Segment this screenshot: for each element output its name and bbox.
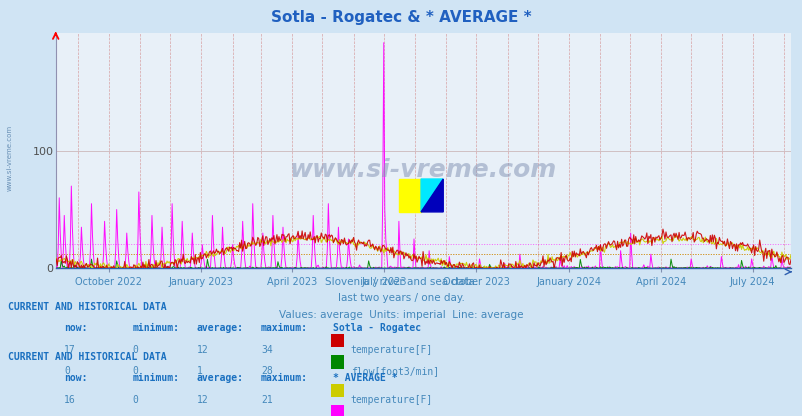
Text: 28: 28 — [261, 366, 273, 376]
Text: temperature[F]: temperature[F] — [350, 345, 432, 355]
Text: Sotla - Rogatec & * AVERAGE *: Sotla - Rogatec & * AVERAGE * — [271, 10, 531, 25]
Text: 0: 0 — [132, 345, 138, 355]
Text: average:: average: — [196, 373, 244, 383]
Text: * AVERAGE *: * AVERAGE * — [333, 373, 397, 383]
Text: now:: now: — [64, 373, 87, 383]
Text: Slovenia / river and sea data.: Slovenia / river and sea data. — [325, 277, 477, 287]
Text: minimum:: minimum: — [132, 323, 180, 333]
Text: CURRENT AND HISTORICAL DATA: CURRENT AND HISTORICAL DATA — [8, 302, 167, 312]
Text: www.si-vreme.com: www.si-vreme.com — [290, 158, 557, 182]
Text: 12: 12 — [196, 395, 209, 405]
Polygon shape — [420, 179, 443, 212]
Text: 0: 0 — [132, 366, 138, 376]
Text: maximum:: maximum: — [261, 373, 308, 383]
Text: 21: 21 — [261, 395, 273, 405]
Text: www.si-vreme.com: www.si-vreme.com — [6, 125, 13, 191]
Text: CURRENT AND HISTORICAL DATA: CURRENT AND HISTORICAL DATA — [8, 352, 167, 362]
Text: 0: 0 — [64, 366, 70, 376]
Text: 17: 17 — [64, 345, 76, 355]
Text: maximum:: maximum: — [261, 323, 308, 333]
Text: 16: 16 — [64, 395, 76, 405]
Text: temperature[F]: temperature[F] — [350, 395, 432, 405]
Text: 1: 1 — [196, 366, 202, 376]
Text: flow[foot3/min]: flow[foot3/min] — [350, 366, 439, 376]
Text: 0: 0 — [132, 395, 138, 405]
Text: minimum:: minimum: — [132, 373, 180, 383]
Polygon shape — [399, 179, 420, 212]
Text: average:: average: — [196, 323, 244, 333]
Text: 34: 34 — [261, 345, 273, 355]
Text: Values: average  Units: imperial  Line: average: Values: average Units: imperial Line: av… — [279, 310, 523, 320]
Text: last two years / one day.: last two years / one day. — [338, 293, 464, 303]
Text: 12: 12 — [196, 345, 209, 355]
Text: Sotla - Rogatec: Sotla - Rogatec — [333, 323, 421, 333]
Polygon shape — [420, 179, 443, 212]
Text: now:: now: — [64, 323, 87, 333]
